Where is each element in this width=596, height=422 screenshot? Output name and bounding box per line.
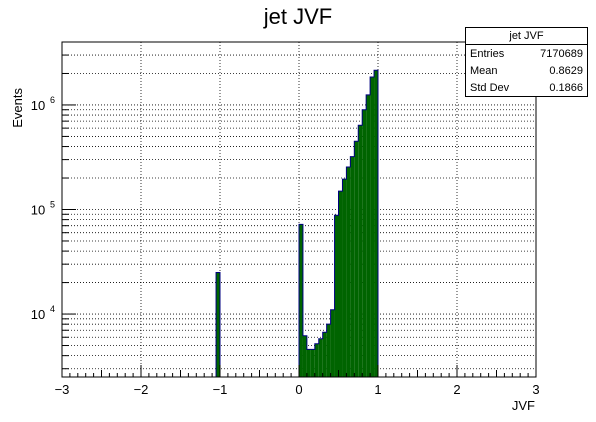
- x-tick-label: −3: [55, 382, 70, 397]
- x-tick-label: −1: [213, 382, 228, 397]
- histogram-bar: [334, 215, 339, 377]
- histogram-bar: [338, 191, 343, 377]
- x-tick-labels: −3 −2 −1 0 1 2 3: [55, 382, 540, 397]
- histogram-bar: [366, 94, 371, 378]
- histogram-bar: [322, 332, 327, 377]
- x-tick-label: 2: [453, 382, 460, 397]
- y-tick-labels: 10 4 10 5 10 6: [31, 95, 55, 322]
- stats-value: 7170689: [540, 48, 583, 60]
- axis-ticks: [61, 41, 537, 377]
- histogram-bar: [314, 343, 319, 377]
- histogram-step-line: [215, 271, 221, 377]
- stats-box: jet JVF Entries 7170689 Mean 0.8629 Std …: [465, 27, 588, 97]
- stats-value: 0.1866: [549, 82, 583, 94]
- y-tick-label: 10: [31, 98, 45, 113]
- histogram-bar: [342, 179, 347, 377]
- x-tick-label: 0: [295, 382, 302, 397]
- stats-label: Mean: [470, 65, 498, 77]
- histogram-bar: [362, 109, 367, 377]
- histogram-bar: [358, 125, 363, 378]
- histogram-bar: [354, 141, 359, 377]
- histogram-bar: [326, 324, 331, 377]
- x-tick-label: 3: [532, 382, 539, 397]
- histogram-step-line: [298, 69, 379, 377]
- stats-label: Entries: [470, 48, 505, 60]
- chart-title: jet JVF: [263, 4, 333, 29]
- stats-row-entries: Entries 7170689: [466, 45, 587, 62]
- stats-title: jet JVF: [466, 28, 587, 45]
- x-tick-label: 1: [374, 382, 381, 397]
- histogram-bar: [370, 77, 375, 377]
- histogram-bar: [302, 335, 307, 377]
- histogram-bar: [216, 272, 220, 377]
- histogram-bar: [299, 224, 303, 377]
- y-axis-label: Events: [10, 88, 25, 128]
- histogram-bar: [318, 338, 323, 377]
- histogram-bar: [310, 349, 315, 377]
- stats-label: Std Dev: [470, 82, 510, 94]
- histogram-bar: [346, 166, 351, 377]
- histogram-bars: [216, 70, 378, 378]
- y-tick-label-exponent: 4: [50, 304, 55, 314]
- y-tick-label: 10: [31, 203, 45, 218]
- y-tick-label: 10: [31, 307, 45, 322]
- histogram-bar: [374, 70, 378, 378]
- stats-row-mean: Mean 0.8629: [466, 62, 587, 79]
- histogram-bar: [350, 156, 355, 377]
- y-tick-label-exponent: 5: [50, 200, 55, 210]
- y-tick-label-exponent: 6: [50, 95, 55, 105]
- histogram-bar: [330, 309, 335, 377]
- x-axis-label: JVF: [512, 398, 535, 413]
- stats-value: 0.8629: [549, 65, 583, 77]
- x-tick-label: −2: [134, 382, 149, 397]
- stats-row-stddev: Std Dev 0.1866: [466, 79, 587, 96]
- histogram-bar: [306, 349, 311, 377]
- histogram-outline: [215, 69, 379, 377]
